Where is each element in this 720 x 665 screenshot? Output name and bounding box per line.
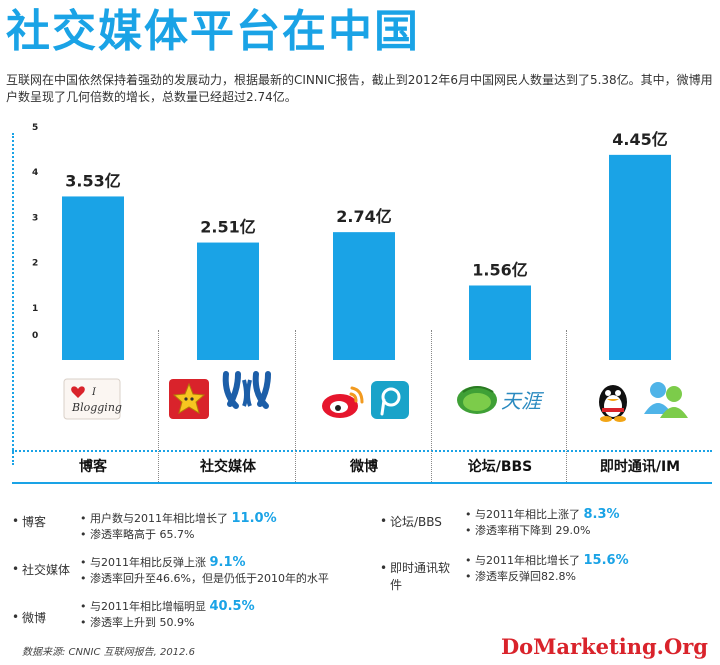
- y-tick-label: 0: [32, 331, 38, 341]
- intro-text: 互联网在中国依然保持着强劲的发展动力，根据最新的CINNIC报告，截止到2012…: [6, 73, 713, 104]
- bar-value-label: 1.56亿: [472, 260, 527, 279]
- y-axis-line: [12, 133, 14, 465]
- note-line: • 用户数与2011年相比增长了 11.0%: [80, 511, 277, 526]
- page-title: 社交媒体平台在中国: [6, 6, 420, 57]
- category-label: 微博: [350, 459, 378, 475]
- bar: [469, 285, 531, 360]
- bar: [62, 196, 124, 360]
- svg-text:天涯: 天涯: [501, 389, 545, 413]
- source-note: 数据来源: CNNIC 互联网报告, 2012.6: [22, 647, 195, 658]
- bar: [609, 154, 671, 360]
- baseline-divider: [12, 450, 712, 452]
- category-label: 论坛/BBS: [467, 459, 533, 475]
- sina-weibo-icon: [320, 382, 366, 424]
- y-tick-label: 5: [32, 123, 38, 133]
- category-separator: [431, 330, 432, 482]
- note-label-blog: 博客: [22, 515, 47, 529]
- category-separator: [295, 330, 296, 482]
- note-label-weibo: 微博: [22, 611, 47, 625]
- category-label: 即时通讯/IM: [599, 459, 681, 475]
- bullet: •: [12, 562, 20, 576]
- svg-text:Blogging: Blogging: [71, 401, 122, 414]
- y-tick-label: 2: [32, 259, 38, 269]
- bar-value-label: 3.53亿: [65, 171, 120, 190]
- bar: [197, 242, 259, 360]
- note-label-sns: 社交媒体: [22, 563, 71, 577]
- note-line: • 与2011年相比增幅明显 40.5%: [80, 599, 255, 614]
- note-line: • 与2011年相比增长了 15.6%: [465, 553, 629, 568]
- tencent-weibo-icon: [370, 380, 410, 424]
- bar-chart: 0 1 2 3 4 5 3.53亿 2.51亿 2.74亿 1.56亿 4.45亿: [32, 123, 671, 360]
- bullet: •: [380, 561, 388, 575]
- bullet: •: [12, 514, 20, 528]
- qq-penguin-icon: [594, 378, 632, 426]
- renren-icon: [218, 370, 284, 414]
- category-label: 社交媒体: [200, 459, 256, 475]
- y-tick-label: 1: [32, 304, 38, 314]
- y-tick-label: 3: [32, 213, 38, 223]
- star-app-icon: [168, 378, 210, 424]
- blogging-icon: I Blogging: [62, 375, 122, 427]
- note-line: • 渗透率略高于 65.7%: [80, 528, 195, 541]
- bullet: •: [380, 514, 388, 528]
- category-underline: [12, 482, 712, 484]
- note-line: • 渗透率回升至46.6%，但是仍低于2010年的水平: [80, 572, 329, 585]
- note-label-im: 即时通讯软件: [390, 561, 451, 592]
- msn-icon: [640, 380, 692, 424]
- y-tick-label: 4: [32, 168, 38, 178]
- bar-value-label: 2.74亿: [336, 207, 391, 226]
- category-separator: [158, 330, 159, 482]
- bar-value-label: 2.51亿: [200, 218, 255, 237]
- note-label-bbs: 论坛/BBS: [390, 515, 442, 529]
- note-line: • 与2011年相比上涨了 8.3%: [465, 507, 620, 522]
- category-label: 博客: [79, 459, 107, 475]
- bar-value-label: 4.45亿: [612, 130, 667, 149]
- note-line: • 与2011年相比反弹上涨 9.1%: [80, 555, 246, 570]
- bullet: •: [12, 610, 20, 624]
- brand-watermark: DoMarketing.Org: [500, 634, 708, 659]
- category-separator: [566, 330, 567, 482]
- note-line: • 渗透率反弹回82.8%: [465, 570, 576, 583]
- bar: [333, 232, 395, 360]
- tianya-icon: 天涯: [455, 380, 545, 424]
- svg-text:I: I: [91, 387, 97, 398]
- note-line: • 渗透率上升到 50.9%: [80, 616, 195, 629]
- note-line: • 渗透率稍下降到 29.0%: [465, 524, 591, 537]
